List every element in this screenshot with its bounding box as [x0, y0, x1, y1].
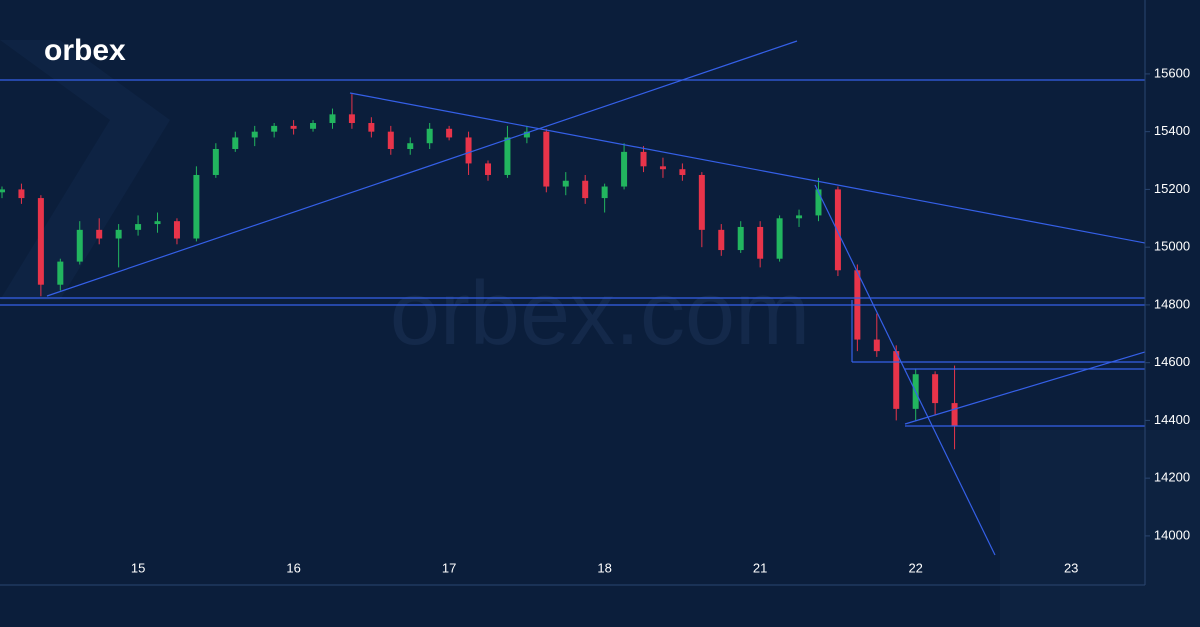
- candle-body: [562, 180, 569, 187]
- candle-body: [348, 114, 355, 124]
- watermark: orbex.com: [390, 264, 810, 364]
- drawings: [0, 40, 1146, 556]
- candle-body: [290, 125, 297, 129]
- candle-body: [601, 186, 608, 199]
- candle-body: [0, 189, 5, 193]
- x-tick-label: 17: [442, 560, 456, 575]
- candle-body: [815, 189, 822, 216]
- x-tick-label: 21: [753, 560, 767, 575]
- candle-body: [368, 123, 375, 132]
- y-tick-label: 15000: [1154, 239, 1190, 254]
- candle-body: [932, 374, 939, 404]
- x-tick-label: 22: [908, 560, 922, 575]
- candle-body: [135, 224, 142, 230]
- candle-body: [523, 131, 530, 138]
- trend-line: [46, 40, 798, 297]
- y-tick-label: 15600: [1154, 65, 1190, 80]
- y-tick-label: 15400: [1154, 123, 1190, 138]
- logo: orbex: [44, 34, 126, 67]
- channel-line: [904, 351, 1146, 425]
- plot-area: [0, 94, 958, 450]
- candle-body: [115, 229, 122, 239]
- candle-body: [193, 174, 200, 239]
- candle-body: [37, 198, 44, 285]
- candle-body: [873, 339, 880, 352]
- candle-body: [173, 221, 180, 239]
- y-tick-label: 14800: [1154, 296, 1190, 311]
- trend-line: [814, 184, 996, 556]
- candle-body: [271, 125, 278, 132]
- candle-body: [640, 151, 647, 167]
- candle-body: [310, 123, 317, 129]
- candle-body: [543, 131, 550, 187]
- candle-body: [154, 221, 161, 225]
- candle-body: [504, 137, 511, 175]
- candle-body: [251, 131, 258, 138]
- candle-body: [757, 226, 764, 259]
- candle-body: [737, 226, 744, 251]
- bg-shape: [1000, 430, 1200, 627]
- y-tick-label: 15200: [1154, 181, 1190, 196]
- y-tick-label: 14400: [1154, 412, 1190, 427]
- candle-body: [893, 351, 900, 409]
- trend-line: [349, 92, 1146, 244]
- candle-body: [232, 137, 239, 149]
- candle-body: [718, 229, 725, 251]
- candle-body: [951, 403, 958, 427]
- candle-body: [446, 128, 453, 138]
- candle-body: [96, 229, 103, 239]
- candle-body: [485, 163, 491, 175]
- candle-body: [465, 137, 472, 164]
- candle-body: [582, 180, 589, 199]
- candle-body: [76, 229, 83, 262]
- candle-body: [698, 174, 705, 230]
- candle-body: [679, 169, 686, 175]
- candle-body: [212, 148, 219, 175]
- x-tick-label: 18: [597, 560, 611, 575]
- candle-body: [776, 218, 783, 259]
- x-tick-label: 16: [286, 560, 300, 575]
- x-tick-label: 15: [131, 560, 145, 575]
- candle-body: [426, 128, 433, 144]
- y-tick-label: 14000: [1154, 527, 1190, 542]
- candle-body: [18, 189, 25, 199]
- candle-body: [57, 261, 64, 285]
- y-tick-label: 14600: [1154, 354, 1190, 369]
- y-tick-label: 14200: [1154, 470, 1190, 485]
- candle-body: [621, 151, 628, 187]
- x-tick-label: 23: [1064, 560, 1078, 575]
- candle-body: [796, 215, 803, 219]
- candle-body: [659, 166, 666, 170]
- candle-body: [834, 189, 841, 271]
- candle-body: [387, 131, 394, 149]
- candle-body: [329, 114, 336, 124]
- candle-body: [407, 143, 414, 149]
